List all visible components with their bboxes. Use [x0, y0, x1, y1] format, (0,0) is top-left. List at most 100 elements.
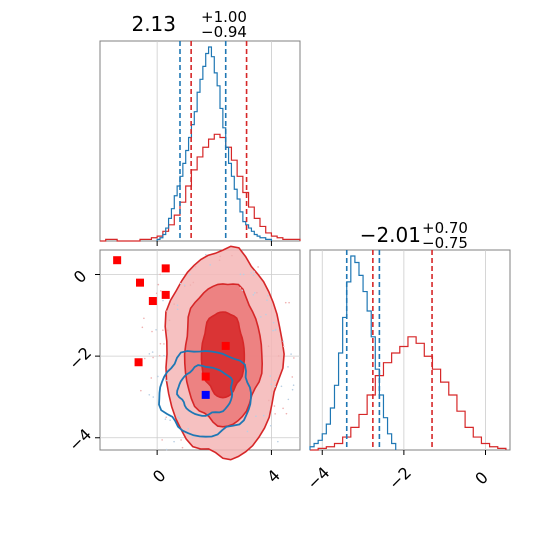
joint-sample-point [159, 273, 161, 276]
title-y-minus: −0.75 [422, 234, 468, 252]
joint-sample-point [260, 316, 262, 318]
joint-sample-point [262, 414, 265, 417]
joint-sample-point [293, 357, 295, 359]
right-x-tick-label-0: −4 [303, 463, 333, 493]
joint-sample-point [292, 384, 295, 387]
joint-sample-point [143, 317, 145, 320]
joint-sample-point [257, 266, 259, 268]
joint-sample-point [166, 329, 169, 332]
joint-sample-point [277, 355, 280, 357]
joint-sample-point [272, 329, 274, 332]
joint-sample-point [183, 284, 186, 286]
joint-sample-point [179, 282, 182, 285]
joint-sample-point [282, 345, 285, 348]
red-marker-6 [134, 358, 143, 367]
joint-sample-point [291, 376, 294, 378]
red-marker-4 [161, 290, 170, 299]
joint-sample-point [151, 330, 153, 333]
joint-sample-point [164, 418, 167, 420]
joint-sample-point [159, 289, 162, 292]
red-marker-2 [161, 264, 170, 273]
joint-sample-point [273, 405, 276, 407]
joint-sample-point [148, 393, 151, 396]
y-tick-label-2: 0 [70, 266, 91, 287]
joint-sample-point [250, 272, 252, 274]
x-tick-label-1: 4 [263, 466, 284, 487]
joint-sample-point [269, 375, 272, 377]
joint-sample-point [165, 448, 168, 451]
joint-sample-point [274, 385, 277, 388]
joint-sample-point [165, 416, 168, 419]
joint-sample-point [181, 446, 184, 449]
joint-sample-point [157, 375, 159, 378]
hist-x-red [100, 133, 301, 242]
joint-blue-contour-0 [158, 350, 252, 438]
title-y-plus: +0.70 [422, 219, 468, 237]
panel-frame-rightHist [309, 249, 511, 451]
joint-sample-point [161, 439, 163, 441]
joint-sample-point [266, 294, 269, 297]
joint-sample-point [274, 329, 277, 331]
joint-sample-point [239, 273, 242, 276]
joint-sample-point [162, 329, 164, 331]
red-marker-1 [136, 278, 144, 287]
joint-sample-point [209, 264, 212, 266]
joint-sample-point [252, 274, 255, 277]
joint-sample-point [273, 379, 276, 382]
joint-sample-point [177, 416, 179, 418]
joint-sample-point [163, 354, 165, 357]
joint-sample-point [166, 379, 168, 382]
joint-sample-point [287, 366, 289, 368]
joint-sample-point [168, 319, 171, 322]
joint-sample-point [274, 413, 276, 415]
joint-sample-point [272, 321, 275, 324]
x-tick-label-0: 0 [149, 466, 170, 487]
joint-sample-point [290, 353, 292, 355]
panel-frame-joint [99, 249, 301, 451]
joint-sample-point [141, 326, 144, 329]
joint-sample-point [284, 301, 287, 304]
joint-sample-point [152, 356, 154, 359]
joint-sample-point [140, 389, 142, 392]
joint-sample-point [253, 292, 256, 294]
joint-sample-point [192, 281, 195, 284]
joint-sample-point [282, 407, 284, 410]
joint-sample-point [159, 342, 162, 345]
joint-sample-point [162, 299, 164, 302]
joint-sample-point [255, 415, 257, 418]
joint-sample-point [180, 439, 182, 441]
joint-sample-point [150, 377, 153, 379]
hist-y-blue [309, 255, 397, 450]
joint-sample-point [269, 424, 272, 427]
joint-sample-point [231, 254, 233, 257]
joint-sample-point [152, 396, 155, 398]
joint-sample-point [252, 293, 255, 296]
joint-sample-point [166, 310, 168, 312]
joint-sample-point [157, 283, 160, 286]
joint-sample-point [218, 259, 221, 262]
joint-sample-point [288, 301, 290, 304]
joint-sample-point [148, 353, 151, 355]
joint-sample-point [155, 292, 158, 295]
y-tick-label-1: −2 [65, 343, 95, 373]
joint-sample-point [291, 388, 294, 391]
joint-sample-point [155, 328, 157, 331]
red-marker-3 [148, 297, 157, 306]
hist-y-red [310, 336, 507, 451]
joint-sample-point [277, 440, 279, 443]
title-x-plus: +1.00 [201, 8, 247, 26]
joint-blue-contour-1 [176, 364, 234, 417]
joint-sample-point [173, 303, 175, 305]
panel-frame-topHist [99, 40, 301, 242]
blue-marker-0 [201, 390, 210, 399]
joint-sample-point [205, 253, 207, 256]
joint-sample-point [178, 417, 181, 420]
title-y-median: −2.01 [360, 223, 421, 247]
joint-sample-point [176, 308, 179, 311]
joint-sample-point [266, 299, 268, 301]
joint-sample-point [188, 273, 191, 276]
joint-sample-point [267, 345, 270, 348]
red-marker-0 [113, 256, 122, 265]
joint-sample-point [176, 304, 179, 307]
